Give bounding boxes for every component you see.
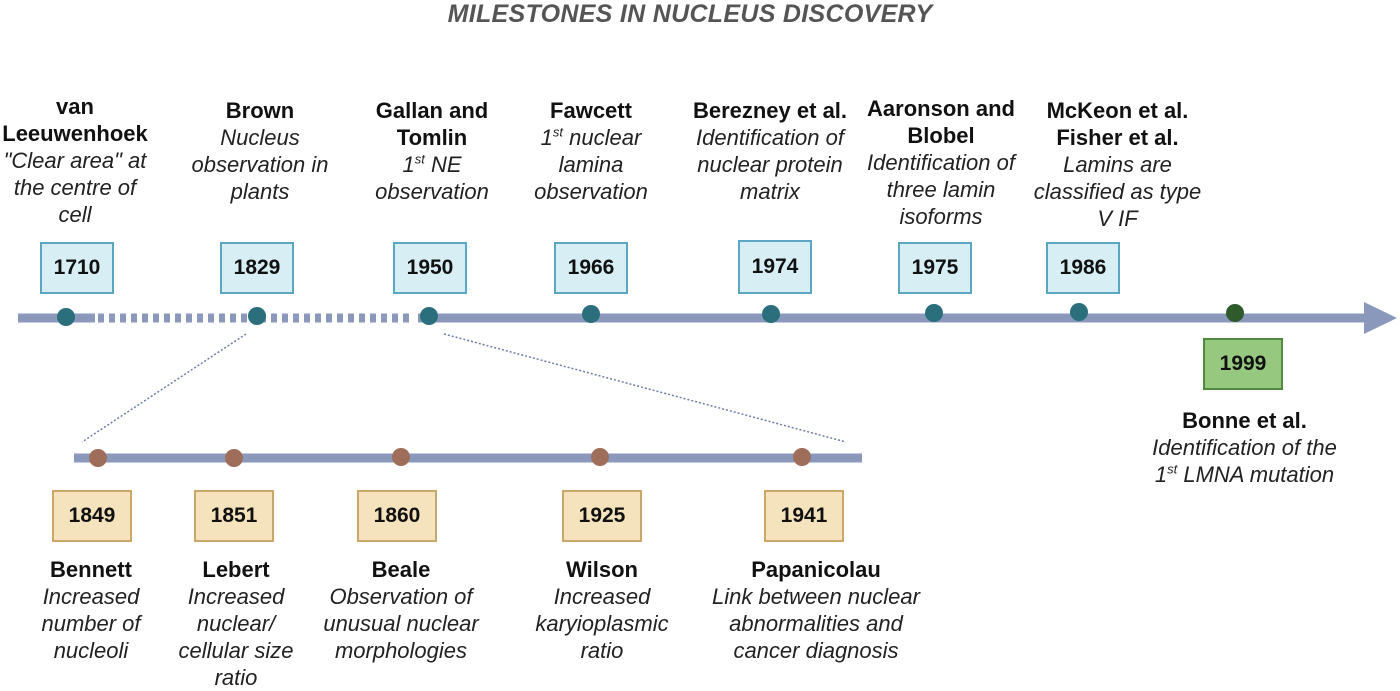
- event-description: Identification of nuclear protein matrix: [696, 125, 844, 204]
- event-name: Berezney et al.: [692, 98, 848, 123]
- year-box-1849: 1849: [52, 490, 132, 542]
- event-name: Fawcett: [550, 98, 632, 123]
- description-text: 1: [540, 125, 553, 150]
- year-box-1941: 1941: [764, 490, 844, 542]
- description-superscript: st: [1167, 461, 1178, 477]
- description-superscript: st: [414, 151, 425, 167]
- event-name: Beale: [371, 557, 431, 582]
- timeline-dot-1975: [925, 304, 943, 322]
- event-name: Lebert: [202, 557, 270, 582]
- description-text: nuclear lamina observation: [534, 125, 648, 204]
- year-box-1925: 1925: [562, 490, 642, 542]
- event-description: 1st NE observation: [362, 151, 502, 205]
- year-box-1851: 1851: [194, 490, 274, 542]
- sub-timeline-dot-1941: [793, 448, 811, 466]
- event-label-1829: Brown Nucleus observation in plants: [180, 97, 340, 205]
- event-name: Bennett: [50, 557, 132, 582]
- event-name: Bonne et al.: [1182, 408, 1307, 433]
- year-box-1950: 1950: [393, 242, 467, 294]
- event-label-1966: Fawcett 1st nuclear lamina observation: [516, 97, 666, 205]
- sub-timeline-dot-1851: [225, 449, 243, 467]
- event-label-1860: Beale Observation of unusual nuclear morp…: [306, 556, 496, 664]
- timeline-arrowhead: [1364, 302, 1397, 334]
- event-description: 1st nuclear lamina observation: [516, 124, 666, 205]
- description-superscript: st: [552, 124, 564, 140]
- year-box-1966: 1966: [554, 242, 628, 294]
- timeline-dot-1966: [582, 305, 600, 323]
- diagram-title: MILESTONES IN NUCLEUS DISCOVERY: [447, 0, 933, 28]
- year-box-1829: 1829: [220, 242, 294, 294]
- sub-timeline-dot-1849: [89, 449, 107, 467]
- zoom-connector-left: [81, 333, 247, 443]
- event-description: "Clear area" at the centre of cell: [3, 148, 147, 227]
- year-box-1999: 1999: [1203, 338, 1283, 390]
- event-description: Increased number of nucleoli: [41, 584, 141, 663]
- event-description: Nucleus observation in plants: [191, 125, 329, 204]
- event-label-1851: Lebert Increased nuclear/ cellular size r…: [166, 556, 306, 691]
- event-description: Identification of the 1st LMNA mutation: [1152, 434, 1337, 488]
- timeline-dot-1999: [1226, 304, 1244, 322]
- timeline-dot-1829: [248, 307, 266, 325]
- zoom-connector-right: [443, 333, 847, 443]
- year-box-1986: 1986: [1046, 242, 1120, 294]
- year-box-1860: 1860: [357, 490, 437, 542]
- event-label-1849: Bennett Increased number of nucleoli: [26, 556, 156, 664]
- event-label-1986: McKeon et al. Fisher et al. Lamins are cl…: [1030, 97, 1205, 232]
- event-description: Increased karyioplasmic ratio: [535, 584, 669, 663]
- event-name: Wilson: [566, 557, 638, 582]
- event-description: Observation of unusual nuclear morpholog…: [323, 584, 479, 663]
- event-name: Brown: [225, 98, 295, 123]
- event-label-1710: van Leeuwenhoek "Clear area" at the centr…: [0, 93, 150, 228]
- description-text: Identification of the 1: [1152, 435, 1337, 487]
- event-description: Increased nuclear/ cellular size ratio: [178, 584, 294, 690]
- year-box-1710: 1710: [40, 242, 114, 294]
- event-label-1950: Gallan and Tomlin 1st NE observation: [362, 97, 502, 205]
- description-text: LMNA mutation: [1177, 462, 1335, 487]
- description-text: 1: [402, 152, 415, 177]
- event-name: van Leeuwenhoek: [2, 94, 148, 146]
- event-label-1974: Berezney et al. Identification of nuclear…: [680, 97, 860, 205]
- event-label-1999: Bonne et al. Identification of the 1st LM…: [1152, 407, 1337, 488]
- event-description: Lamins are classified as type V IF: [1033, 152, 1202, 231]
- event-label-1925: Wilson Increased karyioplasmic ratio: [520, 556, 684, 664]
- event-name: Aaronson and Blobel: [867, 96, 1015, 148]
- timeline-dot-1950: [420, 307, 438, 325]
- timeline-dot-1974: [762, 305, 780, 323]
- year-box-1975: 1975: [898, 242, 972, 294]
- event-name: McKeon et al. Fisher et al.: [1046, 98, 1189, 150]
- event-label-1975: Aaronson and Blobel Identification of thr…: [856, 95, 1026, 230]
- event-label-1941: Papanicolau Link between nuclear abnormal…: [694, 556, 938, 664]
- timeline-dot-1710: [57, 308, 75, 326]
- sub-timeline-dot-1860: [392, 448, 410, 466]
- event-description: Link between nuclear abnormalities and c…: [712, 584, 920, 663]
- event-description: Identification of three lamin isoforms: [867, 150, 1015, 229]
- description-text: NE observation: [375, 152, 489, 204]
- year-box-1974: 1974: [738, 240, 812, 294]
- event-name: Gallan and Tomlin: [375, 98, 489, 150]
- sub-timeline-dot-1925: [591, 448, 609, 466]
- timeline-dot-1986: [1070, 303, 1088, 321]
- event-name: Papanicolau: [751, 557, 881, 582]
